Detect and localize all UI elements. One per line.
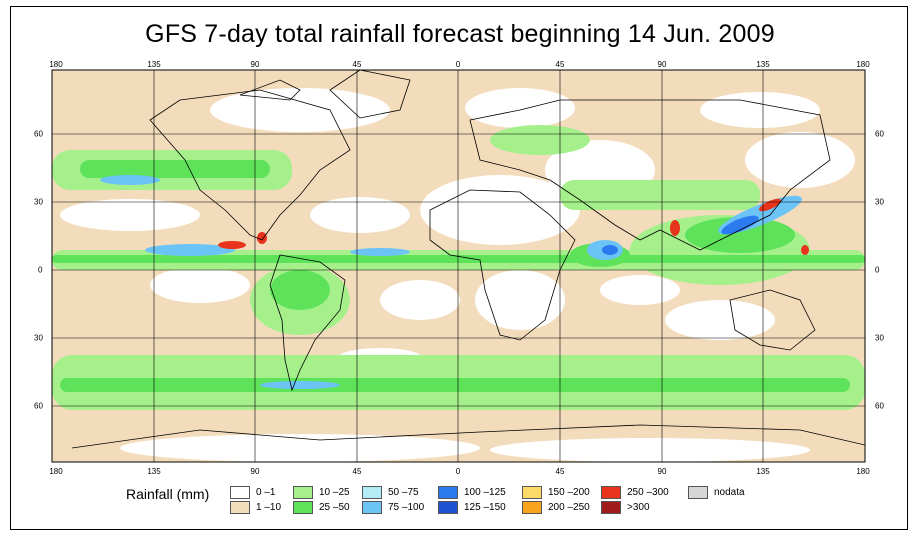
legend-label: 100 –125	[464, 487, 506, 498]
lat-tick-left: 60	[34, 129, 43, 139]
lon-tick-bottom: 90	[657, 467, 667, 476]
lon-tick-top: 45	[352, 60, 362, 69]
lon-tick-top: 135	[756, 60, 770, 69]
legend-label: 75 –100	[388, 502, 425, 513]
lat-tick-right: 0	[875, 265, 880, 275]
legend-swatch	[688, 486, 708, 499]
lat-tick-right: 30	[875, 197, 884, 207]
legend-swatch	[362, 486, 382, 499]
coastlines	[71, 70, 865, 449]
lat-tick-left: 30	[34, 333, 43, 343]
legend-swatch	[522, 501, 542, 514]
legend-label: 150 –200	[548, 487, 590, 498]
lat-tick-left: 30	[34, 197, 43, 207]
legend-swatch	[522, 486, 542, 499]
lon-tick-bottom: 45	[352, 467, 362, 476]
legend-swatch	[362, 501, 382, 514]
map-border	[51, 69, 866, 463]
lat-tick-right: 30	[875, 333, 884, 343]
legend-label: 200 –250	[548, 502, 590, 513]
lat-tick-right: 60	[875, 401, 884, 411]
legend-label: nodata	[714, 487, 745, 498]
legend-swatch	[601, 501, 621, 514]
legend-swatch	[230, 486, 250, 499]
legend-label: 25 –50	[319, 502, 350, 513]
lat-tick-right: 60	[875, 129, 884, 139]
lon-tick-bottom: 180	[856, 467, 870, 476]
legend-swatch	[293, 501, 313, 514]
legend-label: 1 –10	[256, 502, 282, 513]
extreme-rain-blue	[602, 215, 759, 255]
lon-tick-top: 180	[49, 60, 63, 69]
lon-tick-bottom: 45	[555, 467, 565, 476]
extreme-rain-red	[218, 198, 809, 255]
legend-label: >300	[627, 502, 650, 513]
map-title: GFS 7-day total rainfall forecast beginn…	[145, 20, 775, 48]
legend-swatch	[438, 501, 458, 514]
legend-label: 0 –1	[256, 487, 276, 498]
lon-tick-bottom: 135	[756, 467, 770, 476]
lon-tick-bottom: 0	[455, 467, 461, 476]
lon-tick-bottom: 90	[250, 467, 260, 476]
figure-frame	[10, 6, 908, 530]
lon-tick-top: 135	[147, 60, 161, 69]
lat-tick-left: 60	[34, 401, 43, 411]
legend-label: 50 –75	[388, 487, 419, 498]
lon-tick-top: 180	[856, 60, 870, 69]
lon-tick-top: 90	[657, 60, 667, 69]
legend-label: 250 –300	[627, 487, 669, 498]
legend-swatch	[438, 486, 458, 499]
lon-tick-bottom: 135	[147, 467, 161, 476]
lon-tick-top: 90	[250, 60, 260, 69]
legend-swatch	[230, 501, 250, 514]
lon-tick-top: 45	[555, 60, 565, 69]
legend-swatch	[293, 486, 313, 499]
lon-tick-top: 0	[455, 60, 461, 69]
very-heavy-rain	[100, 175, 802, 389]
graticule	[52, 70, 865, 462]
dry-areas	[60, 88, 855, 462]
legend-label: 10 –25	[319, 487, 350, 498]
lat-tick-left: 0	[38, 265, 43, 275]
lon-tick-bottom: 180	[49, 467, 63, 476]
legend-label: 125 –150	[464, 502, 506, 513]
legend-swatch	[601, 486, 621, 499]
legend-title: Rainfall (mm)	[126, 486, 210, 502]
